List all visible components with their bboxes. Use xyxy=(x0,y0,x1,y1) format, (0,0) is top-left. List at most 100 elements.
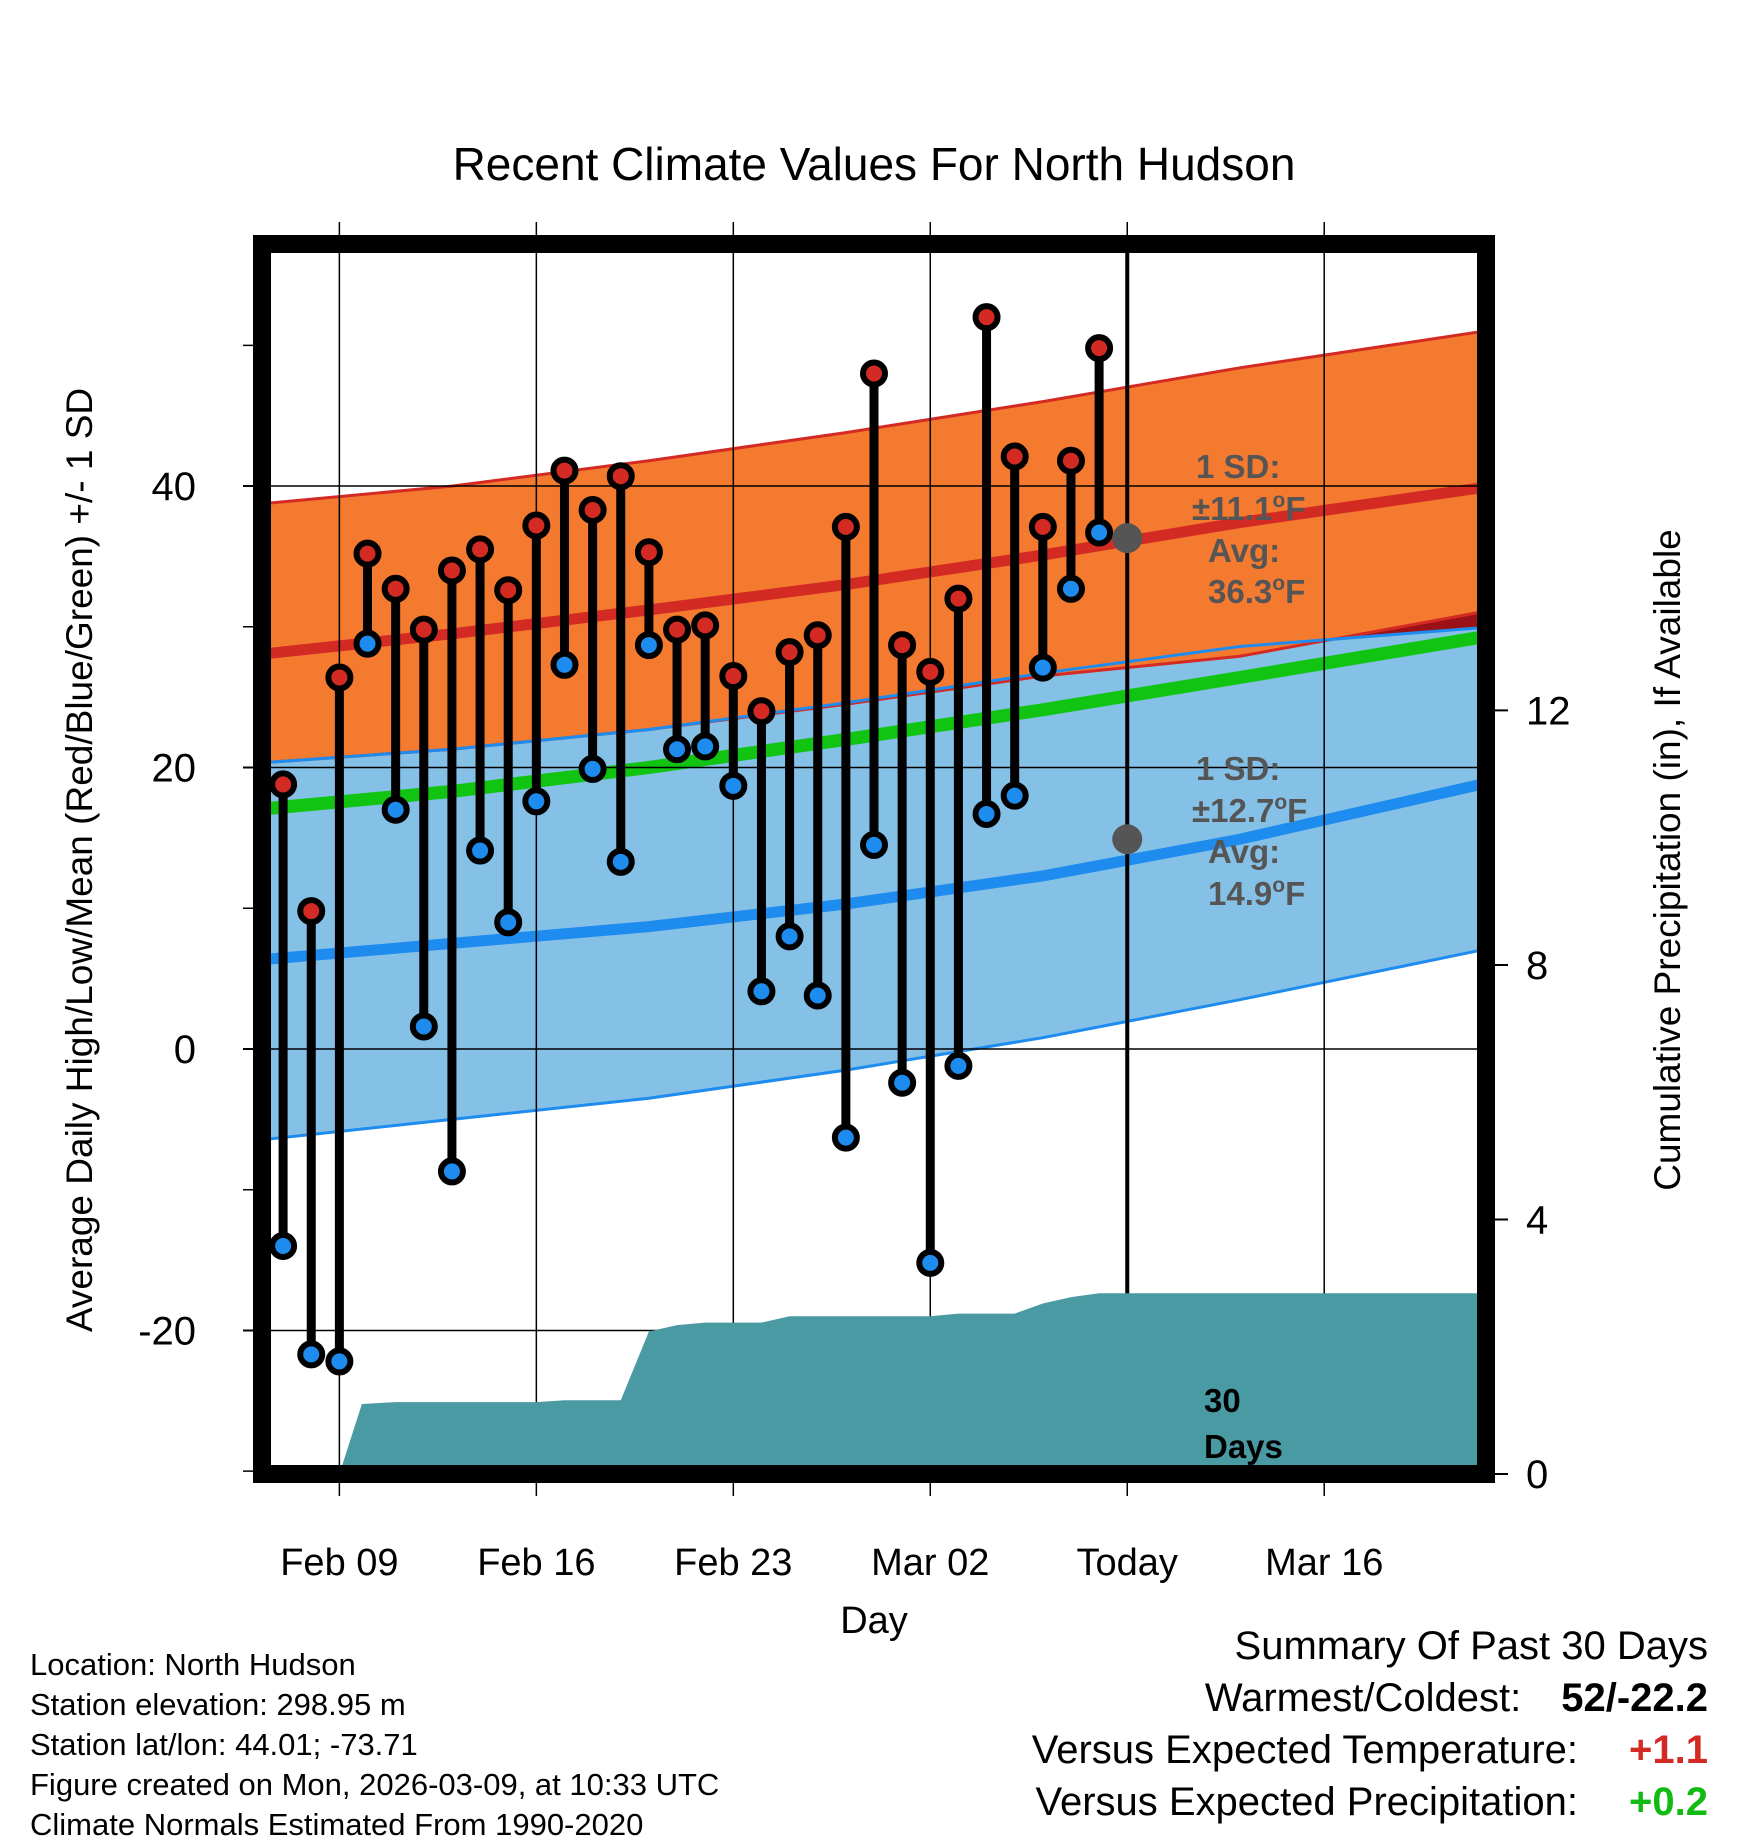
y-tick-label: -20 xyxy=(138,1309,196,1353)
days-count: 30 xyxy=(1204,1382,1241,1419)
station-elevation: Station elevation: 298.95 m xyxy=(30,1687,406,1722)
axes: Feb 09 Feb 16 Feb 23 Mar 02 Today Mar 16 -20 0 2… xyxy=(138,222,1571,1584)
high-sd-value: ±11.1oF xyxy=(1192,489,1306,527)
daily-low-point xyxy=(409,1012,438,1041)
y-tick-label: 40 xyxy=(152,465,197,509)
daily-high-point xyxy=(663,615,692,644)
daily-low-point xyxy=(466,836,495,865)
daily-high-point xyxy=(550,456,579,485)
daily-high-point xyxy=(466,535,495,564)
daily-low-point xyxy=(1000,781,1029,810)
daily-low-point xyxy=(860,830,888,859)
daily-high-point xyxy=(381,574,410,603)
temp-anomaly-label: Versus Expected Temperature: xyxy=(1031,1728,1578,1772)
daily-low-point xyxy=(325,1347,354,1376)
daily-low-point xyxy=(1085,518,1114,547)
x-tick-label: Mar 16 xyxy=(1265,1542,1383,1584)
daily-high-point xyxy=(972,303,1001,332)
daily-high-point xyxy=(775,638,804,667)
daily-high-point xyxy=(831,512,860,541)
daily-low-point xyxy=(944,1051,973,1080)
x-tick-label: Feb 23 xyxy=(674,1542,792,1584)
y-tick-label: 20 xyxy=(152,747,197,791)
x-tick-label: Feb 16 xyxy=(477,1542,595,1584)
daily-low-point xyxy=(1056,574,1085,603)
summary-panel: Summary Of Past 30 Days Warmest/Coldest:… xyxy=(1032,1620,1708,1828)
warm-cold-value: 52/-22.2 xyxy=(1561,1676,1708,1720)
daily-high-point xyxy=(437,556,466,585)
daily-high-point xyxy=(606,462,635,491)
y2-tick-label: 4 xyxy=(1526,1198,1548,1242)
warm-cold-label: Warmest/Coldest: xyxy=(1204,1676,1522,1720)
y2-tick-label: 0 xyxy=(1526,1453,1548,1497)
summary-precip-row: Versus Expected Precipitation: +0.2 xyxy=(1032,1776,1708,1828)
x-axis-label: Day xyxy=(840,1600,908,1642)
daily-low-point xyxy=(1028,653,1057,682)
today-avg-low-marker xyxy=(1112,824,1143,855)
daily-low-point xyxy=(747,977,776,1006)
y2-tick-label: 8 xyxy=(1526,944,1548,988)
daily-low-point xyxy=(634,631,663,660)
daily-low-point xyxy=(916,1248,945,1277)
daily-low-point xyxy=(269,1232,298,1261)
daily-high-point xyxy=(494,576,523,605)
y2-axis-label: Cumulative Precipitation (in), If Availa… xyxy=(1647,529,1688,1191)
daily-high-point xyxy=(409,615,438,644)
daily-high-point xyxy=(1028,512,1057,541)
days-word: Days xyxy=(1204,1428,1283,1465)
daily-low-point xyxy=(972,799,1001,828)
daily-low-point xyxy=(353,629,382,658)
daily-high-point xyxy=(1000,442,1029,471)
daily-high-point xyxy=(691,611,720,640)
daily-high-point xyxy=(634,538,663,567)
today-annotations: 1 SD: ±11.1oF Avg: 36.3oF 1 SD: ±12.7oF … xyxy=(1192,448,1307,1465)
precip-cumulative-area xyxy=(255,1293,1486,1474)
daily-high-point xyxy=(803,621,832,650)
y-tick-label: 0 xyxy=(174,1028,196,1072)
daily-low-point xyxy=(719,771,748,800)
daily-low-point xyxy=(522,787,551,816)
y-axis-label: Average Daily High/Low/Mean (Red/Blue/Gr… xyxy=(59,388,100,1332)
daily-high-point xyxy=(916,657,945,686)
summary-temp-row: Versus Expected Temperature: +1.1 xyxy=(1032,1724,1708,1776)
daily-low-point xyxy=(494,908,523,937)
low-avg-value: 14.9oF xyxy=(1208,874,1305,912)
daily-high-point xyxy=(297,897,326,926)
low-sd-value: ±12.7oF xyxy=(1192,791,1307,829)
daily-low-point xyxy=(297,1340,326,1369)
summary-title: Summary Of Past 30 Days xyxy=(1234,1624,1708,1668)
normals-period: Climate Normals Estimated From 1990-2020 xyxy=(30,1807,644,1842)
plot-frame xyxy=(253,235,1495,1483)
high-avg-label: Avg: xyxy=(1208,532,1280,569)
precip-anomaly-label: Versus Expected Precipitation: xyxy=(1035,1780,1578,1824)
daily-high-point xyxy=(860,359,888,388)
daily-low-point xyxy=(606,847,635,876)
daily-high-point xyxy=(1085,334,1114,363)
daily-high-point xyxy=(888,631,917,660)
low-sd-label: 1 SD: xyxy=(1196,750,1280,787)
station-info: Location: North Hudson Station elevation… xyxy=(30,1645,719,1845)
daily-low-point xyxy=(691,732,720,761)
daily-high-point xyxy=(325,663,354,692)
daily-high-point xyxy=(719,662,748,691)
daily-low-point xyxy=(775,922,804,951)
x-tick-label: Today xyxy=(1077,1542,1178,1584)
temp-anomaly-value: +1.1 xyxy=(1629,1728,1708,1772)
daily-high-point xyxy=(578,495,607,524)
high-avg-value: 36.3oF xyxy=(1208,572,1305,610)
high-sd-label: 1 SD: xyxy=(1196,448,1280,485)
daily-low-point xyxy=(381,795,410,824)
x-tick-label: Mar 02 xyxy=(871,1542,989,1584)
daily-high-point xyxy=(1056,446,1085,475)
x-tick-label: Feb 09 xyxy=(280,1542,398,1584)
today-avg-high-marker xyxy=(1112,523,1143,554)
low-avg-label: Avg: xyxy=(1208,833,1280,870)
station-latlon: Station lat/lon: 44.01; -73.71 xyxy=(30,1727,418,1762)
daily-high-point xyxy=(944,584,973,613)
daily-low-point xyxy=(803,981,832,1010)
daily-low-point xyxy=(437,1157,466,1186)
daily-observations xyxy=(269,303,1143,1376)
daily-high-point xyxy=(522,511,551,540)
figure-created: Figure created on Mon, 2026-03-09, at 10… xyxy=(30,1767,720,1802)
